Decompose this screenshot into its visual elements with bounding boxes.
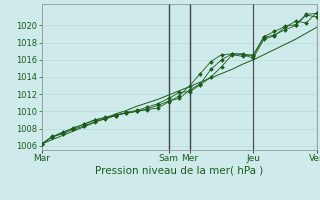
X-axis label: Pression niveau de la mer( hPa ): Pression niveau de la mer( hPa ): [95, 166, 263, 176]
